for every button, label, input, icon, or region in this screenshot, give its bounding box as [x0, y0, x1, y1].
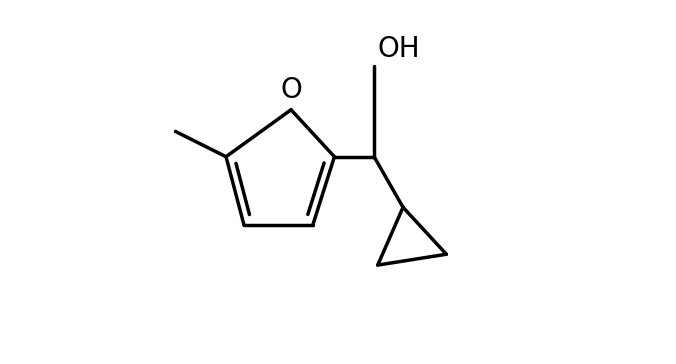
Text: O: O — [280, 76, 302, 104]
Text: OH: OH — [378, 35, 420, 63]
